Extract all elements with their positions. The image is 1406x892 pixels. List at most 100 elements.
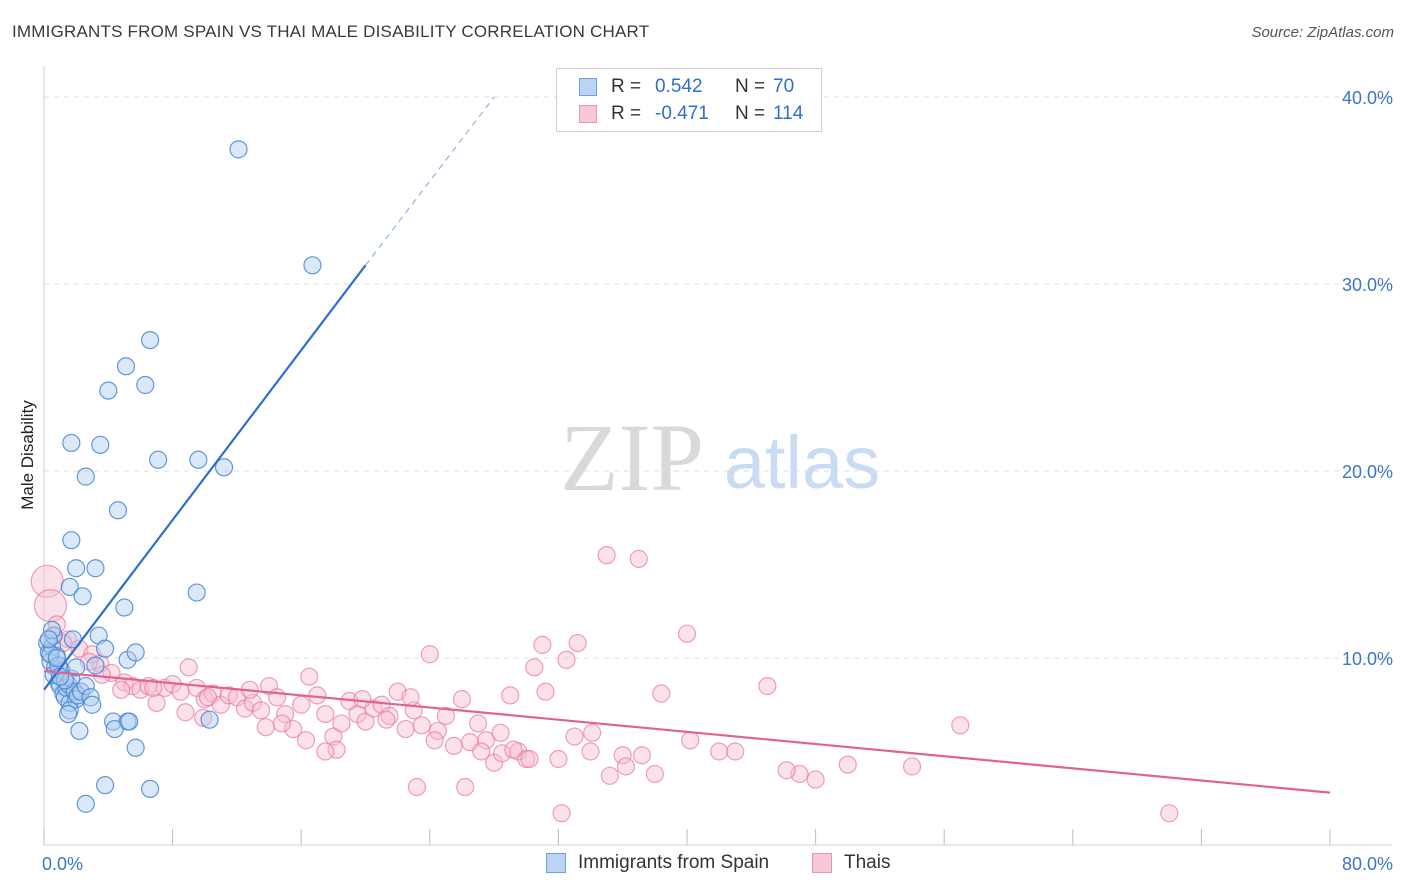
series-legend-thais: Thais [812, 852, 890, 874]
thais-point-66 [629, 549, 648, 568]
spain-point-49 [115, 598, 134, 617]
legend-r-label: R = [611, 76, 642, 97]
series-swatch-thais [812, 853, 832, 873]
watermark-zip: ZIP [560, 404, 704, 511]
thais-point-43 [396, 719, 415, 739]
series-legend: Immigrants from Spain Thais [0, 852, 1406, 876]
spain-point-34 [70, 721, 89, 741]
thais-point-67 [645, 764, 664, 784]
spain-point-64 [95, 776, 115, 795]
axes [43, 66, 1392, 846]
spain-point-44 [86, 559, 105, 578]
spain-point-55 [189, 450, 208, 469]
thais-point-35 [332, 714, 351, 733]
thais-point-33 [316, 704, 335, 724]
spain-point-45 [62, 433, 81, 453]
legend-swatch-spain [579, 78, 597, 96]
thais-point-70 [758, 676, 777, 696]
spain-trend-line [43, 264, 367, 691]
thais-point-45 [412, 716, 431, 735]
legend-n-label: N = [735, 103, 766, 124]
legend-n-label: N = [735, 76, 766, 97]
spain-point-37 [95, 639, 115, 658]
spain-point-41 [67, 559, 86, 578]
thais-point-109 [552, 804, 571, 823]
thais-point-104 [632, 746, 652, 765]
spain-point-43 [73, 587, 92, 606]
thais-point-107 [726, 742, 745, 761]
thais-point-62 [565, 727, 584, 746]
spain-point-27 [76, 676, 95, 696]
spain-point-53 [140, 331, 160, 350]
thais-point-2 [47, 615, 66, 634]
x-tick-label-1: 80.0% [1342, 854, 1393, 874]
thais-point-31 [300, 667, 319, 686]
thais-point-81 [112, 680, 131, 699]
thais-point-48 [436, 706, 455, 726]
spain-point-48 [108, 501, 128, 520]
spain-point-26 [71, 682, 91, 701]
spain-point-36 [89, 626, 108, 645]
spain-point-31 [47, 648, 66, 668]
spain-point-40 [62, 531, 81, 550]
spain-point-62 [126, 738, 145, 757]
y-tick-label-2: 30.0% [1342, 275, 1393, 295]
thais-point-111 [407, 777, 427, 797]
spain-point-63 [140, 779, 160, 799]
correlation-legend: R = 0.542 N = 70 R = -0.471 N = 114 [556, 68, 822, 132]
spain-point-35 [83, 695, 102, 714]
y-tick-label-3: 40.0% [1342, 88, 1393, 108]
thais-point-69 [710, 742, 729, 761]
spain-point-66 [200, 710, 219, 729]
series-swatch-spain [546, 853, 566, 873]
thais-point-76 [1160, 804, 1179, 823]
spain-point-38 [104, 712, 123, 731]
thais-point-96 [504, 740, 523, 759]
thais-point-102 [600, 766, 619, 785]
series-label-spain: Immigrants from Spain [578, 852, 770, 873]
spain-point-25 [67, 658, 86, 677]
thais-point-108 [777, 761, 796, 780]
thais-point-63 [581, 742, 600, 761]
legend-n-value: 114 [773, 103, 804, 124]
legend-r-label: R = [611, 103, 642, 124]
thais-point-27 [267, 688, 287, 707]
thais-point-46 [420, 645, 439, 664]
spain-point-65 [76, 794, 95, 813]
thais-point-98 [536, 682, 555, 701]
spain-point-50 [99, 381, 118, 400]
spain-point-33 [59, 704, 78, 724]
gridlines [44, 96, 1392, 659]
legend-row-thais: R = -0.471 N = 114 [579, 102, 803, 126]
spain-point-56 [214, 458, 234, 477]
thais-point-113 [194, 708, 213, 727]
spain-point-57 [187, 583, 206, 602]
thais-point-95 [491, 723, 510, 742]
thais-point-12 [147, 693, 166, 712]
spain-trend-extension [365, 96, 495, 266]
thais-point-49 [444, 736, 464, 755]
series-label-thais: Thais [844, 852, 891, 873]
legend-r-value: -0.471 [655, 103, 709, 124]
spain-point-29 [86, 656, 105, 675]
thais-point-101 [583, 723, 602, 742]
spain-point-61 [120, 712, 139, 731]
thais-point-75 [951, 716, 970, 735]
thais-point-73 [838, 755, 857, 774]
tick-labels: 10.0% 20.0% 30.0% 40.0% 0.0% 80.0% [42, 88, 1393, 874]
thais-point-90 [377, 710, 396, 729]
thais-point-106 [681, 731, 700, 750]
legend-r-value: 0.542 [655, 76, 703, 97]
chart-title: IMMIGRANTS FROM SPAIN VS THAI MALE DISAB… [12, 22, 650, 41]
thais-point-38 [356, 712, 375, 731]
thais-point-56 [501, 686, 520, 705]
thais-point-83 [176, 703, 195, 722]
y-tick-label-1: 20.0% [1342, 462, 1393, 482]
thais-point-94 [472, 742, 491, 761]
legend-row-spain: R = 0.542 N = 70 [579, 75, 794, 99]
thais-point-64 [597, 546, 616, 565]
x-tick-label-0: 0.0% [42, 854, 83, 874]
thais-point-16 [179, 658, 198, 677]
thais-point-15 [171, 682, 190, 701]
series-legend-spain: Immigrants from Spain [546, 852, 769, 874]
